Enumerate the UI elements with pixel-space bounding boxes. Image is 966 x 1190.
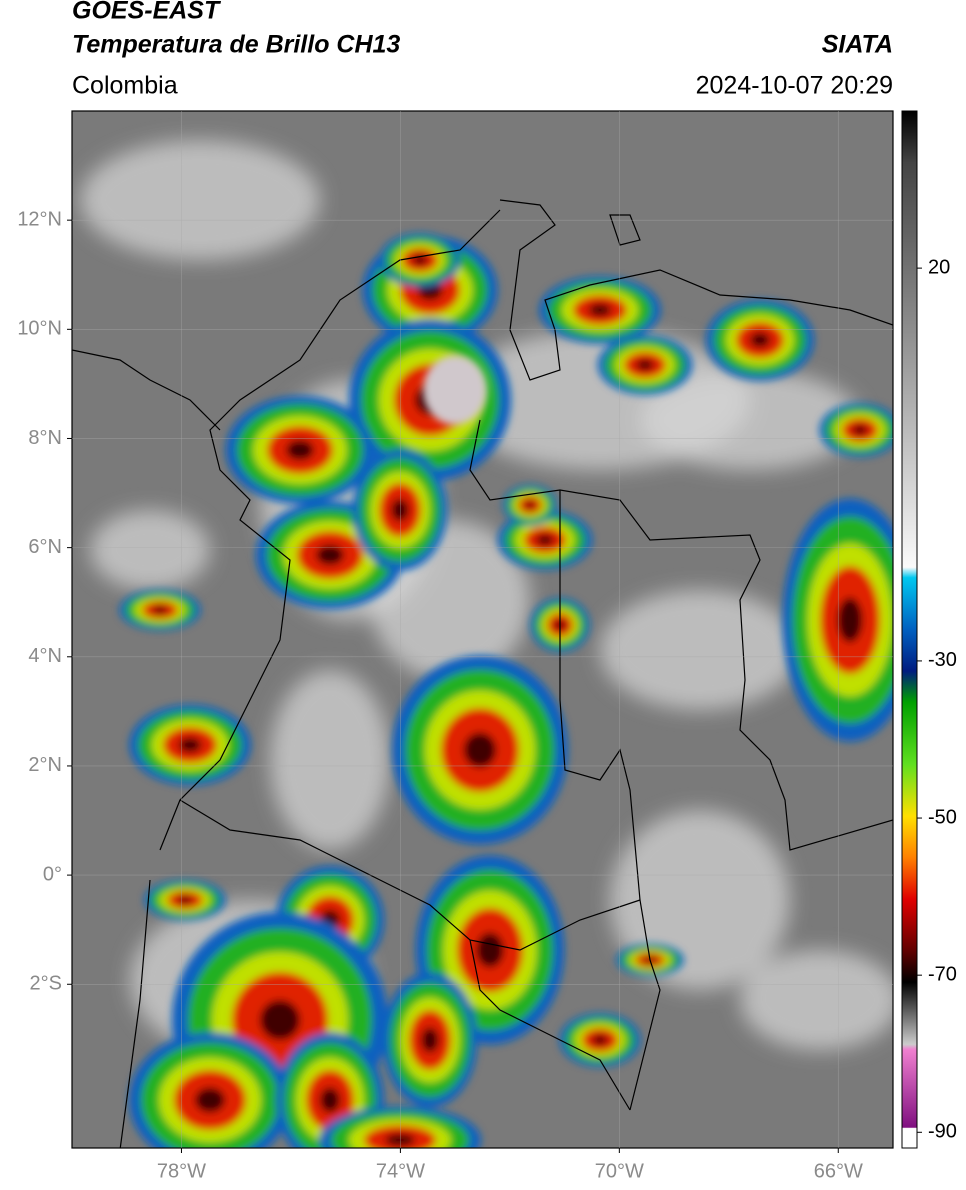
datetime: 2024-10-07 20:29 (696, 72, 893, 100)
map-frame (71, 110, 894, 1149)
storm-top (750, 332, 770, 348)
x-tick-label: 66°W (814, 1160, 863, 1182)
y-tick-label: 2°S (30, 973, 62, 995)
colorbar-tick-label: -50 (928, 806, 957, 828)
storm-top (852, 425, 868, 435)
storm-top (178, 737, 202, 753)
y-tick-label: 6°N (28, 536, 62, 558)
y-tick-label: 8°N (28, 427, 62, 449)
y-tick-label: 10°N (17, 318, 62, 340)
title: GOES-EAST (72, 0, 222, 25)
cloud (80, 140, 320, 260)
storm-top (320, 1087, 340, 1113)
source: SIATA (822, 31, 893, 59)
storm-top (588, 303, 612, 317)
y-tick-label: 0° (43, 863, 62, 885)
storms (119, 233, 893, 1148)
storm-top (476, 932, 504, 968)
storm-top (260, 1000, 300, 1040)
y-tick-label: 2°N (28, 754, 62, 776)
cloud (600, 590, 800, 710)
storm-top (463, 732, 497, 768)
cloud (270, 670, 390, 850)
storm-top (177, 896, 193, 904)
colorbar-tick-label: 20 (928, 256, 950, 278)
overshoot (423, 355, 487, 425)
colorbar-tick-label: -70 (928, 963, 957, 985)
colorbar-tick-label: -30 (928, 649, 957, 671)
x-tick-label: 78°W (157, 1160, 206, 1182)
storm-top (195, 1087, 225, 1113)
subtitle: Temperatura de Brillo CH13 (72, 31, 400, 59)
map-image (72, 111, 893, 1148)
storm-top (421, 1027, 439, 1053)
cloud (640, 370, 860, 470)
storm-top (316, 545, 344, 565)
y-tick-label: 4°N (28, 645, 62, 667)
cloud (740, 950, 893, 1050)
storm-top (286, 440, 314, 460)
borders (72, 199, 893, 1148)
storm-top (525, 501, 535, 509)
storm-top (391, 498, 409, 522)
storm-top (636, 359, 654, 371)
storm-top (385, 1133, 415, 1147)
cloud (90, 510, 210, 590)
colorbar (901, 110, 918, 1149)
colorbar-tick-label: -90 (928, 1121, 957, 1143)
x-tick-label: 70°W (595, 1160, 644, 1182)
storm-top (152, 606, 168, 614)
region: Colombia (72, 72, 178, 100)
storm-top (536, 534, 554, 546)
y-tick-label: 12°N (17, 208, 62, 230)
storm-top (837, 597, 863, 643)
storm-top (592, 1035, 608, 1045)
x-tick-label: 74°W (376, 1160, 425, 1182)
